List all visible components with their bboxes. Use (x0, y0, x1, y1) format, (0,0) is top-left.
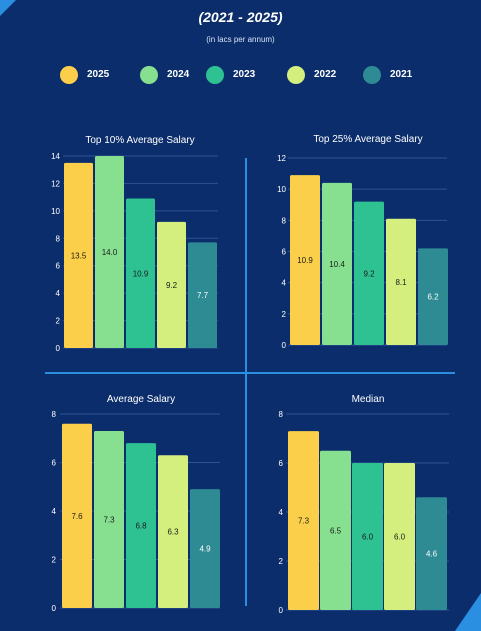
y-tick-label: 0 (282, 341, 287, 350)
bar-2023 (352, 463, 383, 610)
quadrant-divider-horizontal (45, 372, 455, 374)
bar-2024 (322, 182, 352, 345)
y-tick-label: 2 (52, 556, 57, 565)
y-tick-label: 4 (282, 279, 287, 288)
y-tick-label: 12 (51, 179, 60, 188)
data-label: 10.4 (329, 260, 345, 269)
data-label: 6.5 (330, 526, 342, 535)
bar-2021 (416, 497, 447, 610)
bar-2023 (354, 201, 384, 345)
legend-label: 2022 (314, 69, 337, 80)
legend-label: 2021 (390, 69, 413, 80)
data-label: 6.0 (394, 533, 406, 542)
bar-2021 (190, 489, 220, 608)
y-tick-label: 4 (279, 508, 284, 517)
y-tick-label: 14 (51, 152, 60, 161)
bar-2024 (94, 430, 124, 608)
y-tick-label: 12 (277, 154, 286, 163)
y-tick-label: 0 (279, 606, 284, 615)
y-tick-label: 6 (56, 262, 61, 271)
y-tick-label: 0 (52, 604, 57, 613)
legend-label: 2023 (233, 69, 256, 80)
bar-2022 (386, 218, 416, 345)
y-tick-label: 10 (51, 207, 60, 216)
legend-label: 2024 (167, 69, 190, 80)
data-label: 7.6 (71, 512, 83, 521)
chart-title: Average Salary (107, 394, 175, 405)
bar-2024 (95, 156, 124, 348)
bar-2023 (126, 443, 156, 608)
bar-2021 (418, 248, 448, 345)
data-label: 4.6 (426, 550, 438, 559)
data-label: 6.3 (167, 528, 179, 537)
y-tick-label: 8 (282, 216, 287, 225)
data-label: 7.3 (298, 517, 310, 526)
data-label: 6.8 (135, 522, 147, 531)
data-label: 7.3 (103, 515, 115, 524)
data-label: 6.0 (362, 533, 374, 542)
bar-2025 (64, 162, 93, 348)
y-tick-label: 2 (282, 310, 287, 319)
legend-swatch (140, 66, 158, 84)
data-label: 9.2 (166, 281, 178, 290)
data-label: 9.2 (363, 269, 375, 278)
data-label: 13.5 (71, 251, 87, 260)
legend-swatch (206, 66, 224, 84)
chart-title: Median (352, 394, 385, 405)
y-tick-label: 6 (52, 459, 57, 468)
data-label: 7.7 (197, 291, 209, 300)
legend-label: 2025 (87, 69, 110, 80)
chart-title: Top 25% Average Salary (313, 134, 422, 145)
bar-2022 (384, 463, 415, 610)
legend-swatch (363, 66, 381, 84)
page-subtitle: (in lacs per annum) (206, 35, 275, 44)
y-tick-label: 4 (56, 289, 61, 298)
bar-2023 (126, 198, 155, 348)
chart-title: Top 10% Average Salary (85, 135, 194, 146)
legend: 2025 2024 2023 2022 2021 (0, 64, 481, 86)
data-label: 8.1 (395, 278, 407, 287)
bar-2022 (157, 221, 186, 348)
bar-2024 (320, 450, 351, 610)
corner-accent-bottom-right (455, 593, 481, 631)
page-title: (2021 - 2025) (198, 9, 283, 25)
bar-2022 (158, 455, 188, 608)
bar-2025 (290, 175, 320, 345)
bar-2025 (288, 431, 319, 610)
y-tick-label: 6 (282, 248, 287, 257)
data-label: 4.9 (199, 545, 211, 554)
bar-2021 (188, 242, 217, 348)
y-tick-label: 6 (279, 459, 284, 468)
y-tick-label: 4 (52, 507, 57, 516)
corner-accent-top-left (0, 0, 16, 16)
y-tick-label: 2 (56, 317, 61, 326)
y-tick-label: 8 (56, 234, 61, 243)
data-label: 6.2 (427, 293, 439, 302)
data-label: 14.0 (102, 248, 118, 257)
y-tick-label: 8 (279, 410, 284, 419)
y-tick-label: 2 (279, 557, 284, 566)
data-label: 10.9 (133, 269, 149, 278)
y-tick-label: 10 (277, 185, 286, 194)
y-tick-label: 0 (56, 344, 61, 353)
y-tick-label: 8 (52, 410, 57, 419)
legend-swatch (60, 66, 78, 84)
data-label: 10.9 (297, 256, 313, 265)
bar-2025 (62, 423, 92, 608)
quadrant-divider-vertical (245, 158, 247, 606)
legend-swatch (287, 66, 305, 84)
